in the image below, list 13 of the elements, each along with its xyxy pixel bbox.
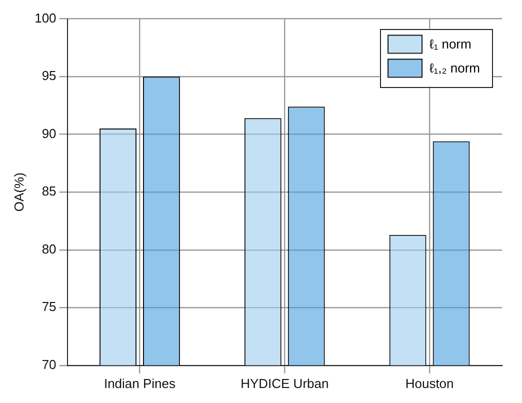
legend-label: ℓ₁ norm — [430, 36, 472, 52]
y-tick-label: 100 — [34, 10, 56, 26]
y-tick-label: 75 — [42, 299, 56, 314]
x-tick-label: Houston — [405, 376, 454, 391]
x-tick-label: HYDICE Urban — [240, 376, 329, 391]
y-axis-title: OA(%) — [11, 172, 26, 212]
x-tick-label: Indian Pines — [104, 376, 176, 391]
y-tick-label: 95 — [42, 68, 56, 84]
y-tick-label: 90 — [42, 126, 56, 141]
y-tick-label: 70 — [42, 356, 56, 372]
y-tick-label: 80 — [42, 241, 56, 256]
legend-label: ℓ₁,₂ norm — [430, 60, 480, 76]
y-tick-label: 85 — [42, 184, 56, 199]
